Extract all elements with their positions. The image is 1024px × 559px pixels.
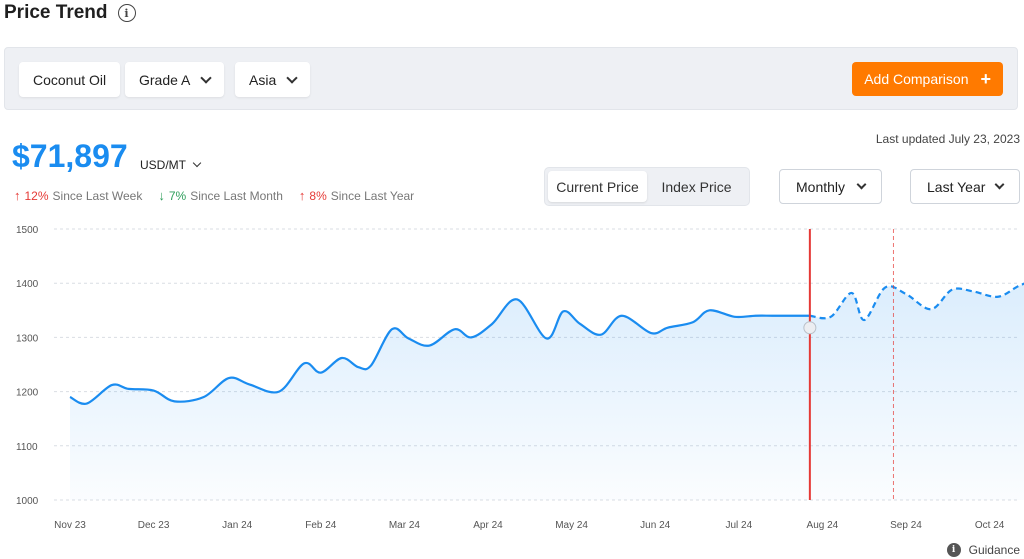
change-week: ↑ 12% Since Last Week — [14, 188, 142, 203]
price-area — [70, 283, 1024, 500]
change-pct: 7% — [168, 188, 187, 203]
current-point-marker — [803, 321, 817, 335]
y-tick-label: 1400 — [16, 279, 39, 290]
frequency-label: Monthly — [796, 178, 846, 195]
change-pct: 8% — [309, 188, 327, 203]
x-tick-label: Dec 23 — [138, 520, 170, 531]
price-type-toggle: Current Price Index Price — [544, 167, 750, 206]
price-line-forecast — [809, 282, 1024, 322]
x-tick-label: Oct 24 — [975, 520, 1005, 531]
arrow-down-icon: ↓ — [158, 188, 165, 203]
add-comparison-button[interactable]: Add Comparison + — [852, 62, 1003, 96]
x-tick-label: Sep 24 — [890, 520, 922, 531]
frequency-dropdown[interactable]: Monthly — [779, 169, 882, 204]
x-tick-label: Apr 24 — [473, 520, 503, 531]
tab-current-price[interactable]: Current Price — [548, 171, 647, 202]
page-title: Price Trend — [4, 2, 108, 23]
info-icon: i — [946, 543, 961, 557]
commodity-label: Coconut Oil — [33, 71, 107, 88]
unit-label: USD/MT — [140, 158, 186, 172]
x-tick-label: Feb 24 — [305, 520, 337, 531]
y-tick-label: 1500 — [16, 225, 39, 236]
y-tick-label: 1100 — [16, 442, 38, 453]
x-tick-label: Mar 24 — [389, 520, 421, 531]
change-label: Since Last Year — [330, 188, 415, 203]
unit-selector[interactable]: USD/MT — [140, 158, 202, 172]
chevron-down-icon — [192, 158, 202, 168]
y-tick-label: 1000 — [16, 496, 39, 507]
last-updated: Last updated July 23, 2023 — [875, 132, 1020, 146]
change-label: Since Last Week — [52, 188, 143, 203]
change-label: Since Last Month — [190, 188, 283, 203]
x-tick-label: Jun 24 — [640, 520, 670, 531]
grade-dropdown[interactable]: Grade A — [125, 62, 225, 97]
y-tick-label: 1300 — [16, 333, 39, 344]
filter-bar: Coconut Oil Grade A Asia Add Comparison … — [4, 47, 1018, 110]
page-header: Price Trend i — [4, 2, 136, 24]
x-tick-label: Jul 24 — [725, 520, 752, 531]
arrow-up-icon: ↑ — [14, 188, 21, 203]
price-line-actual — [69, 298, 810, 405]
region-dropdown[interactable]: Asia — [235, 62, 311, 97]
tab-index-price[interactable]: Index Price — [661, 178, 732, 195]
current-price: $71,897 — [12, 138, 128, 174]
change-pct: 12% — [24, 188, 49, 203]
range-label: Last Year — [927, 178, 986, 195]
change-year: ↑ 8% Since Last Year — [299, 188, 414, 203]
chevron-down-icon — [856, 179, 867, 190]
commodity-selector[interactable]: Coconut Oil — [19, 62, 121, 97]
x-tick-label: May 24 — [555, 520, 588, 531]
add-comparison-label: Add Comparison — [864, 71, 969, 87]
price-trend-chart[interactable]: 1000 1100 1200 1300 1400 1500 Nov 23 Dec 23 Jan … — [0, 216, 1024, 536]
range-dropdown[interactable]: Last Year — [910, 169, 1020, 204]
x-tick-label: Nov 23 — [54, 520, 86, 531]
chevron-down-icon — [286, 71, 298, 84]
grade-label: Grade A — [139, 71, 191, 88]
chevron-down-icon — [200, 71, 213, 84]
guidance-link[interactable]: i Guidance — [946, 543, 1020, 557]
x-tick-label: Aug 24 — [807, 520, 839, 531]
price-changes: ↑ 12% Since Last Week ↓ 7% Since Last Mo… — [14, 188, 414, 203]
info-icon[interactable]: i — [117, 4, 136, 22]
chevron-down-icon — [994, 179, 1005, 190]
plus-icon: + — [980, 69, 991, 89]
guidance-label: Guidance — [968, 543, 1020, 557]
region-label: Asia — [249, 71, 277, 88]
change-month: ↓ 7% Since Last Month — [158, 188, 283, 203]
y-tick-label: 1200 — [16, 388, 39, 399]
x-tick-label: Jan 24 — [222, 520, 252, 531]
arrow-up-icon: ↑ — [298, 188, 306, 203]
